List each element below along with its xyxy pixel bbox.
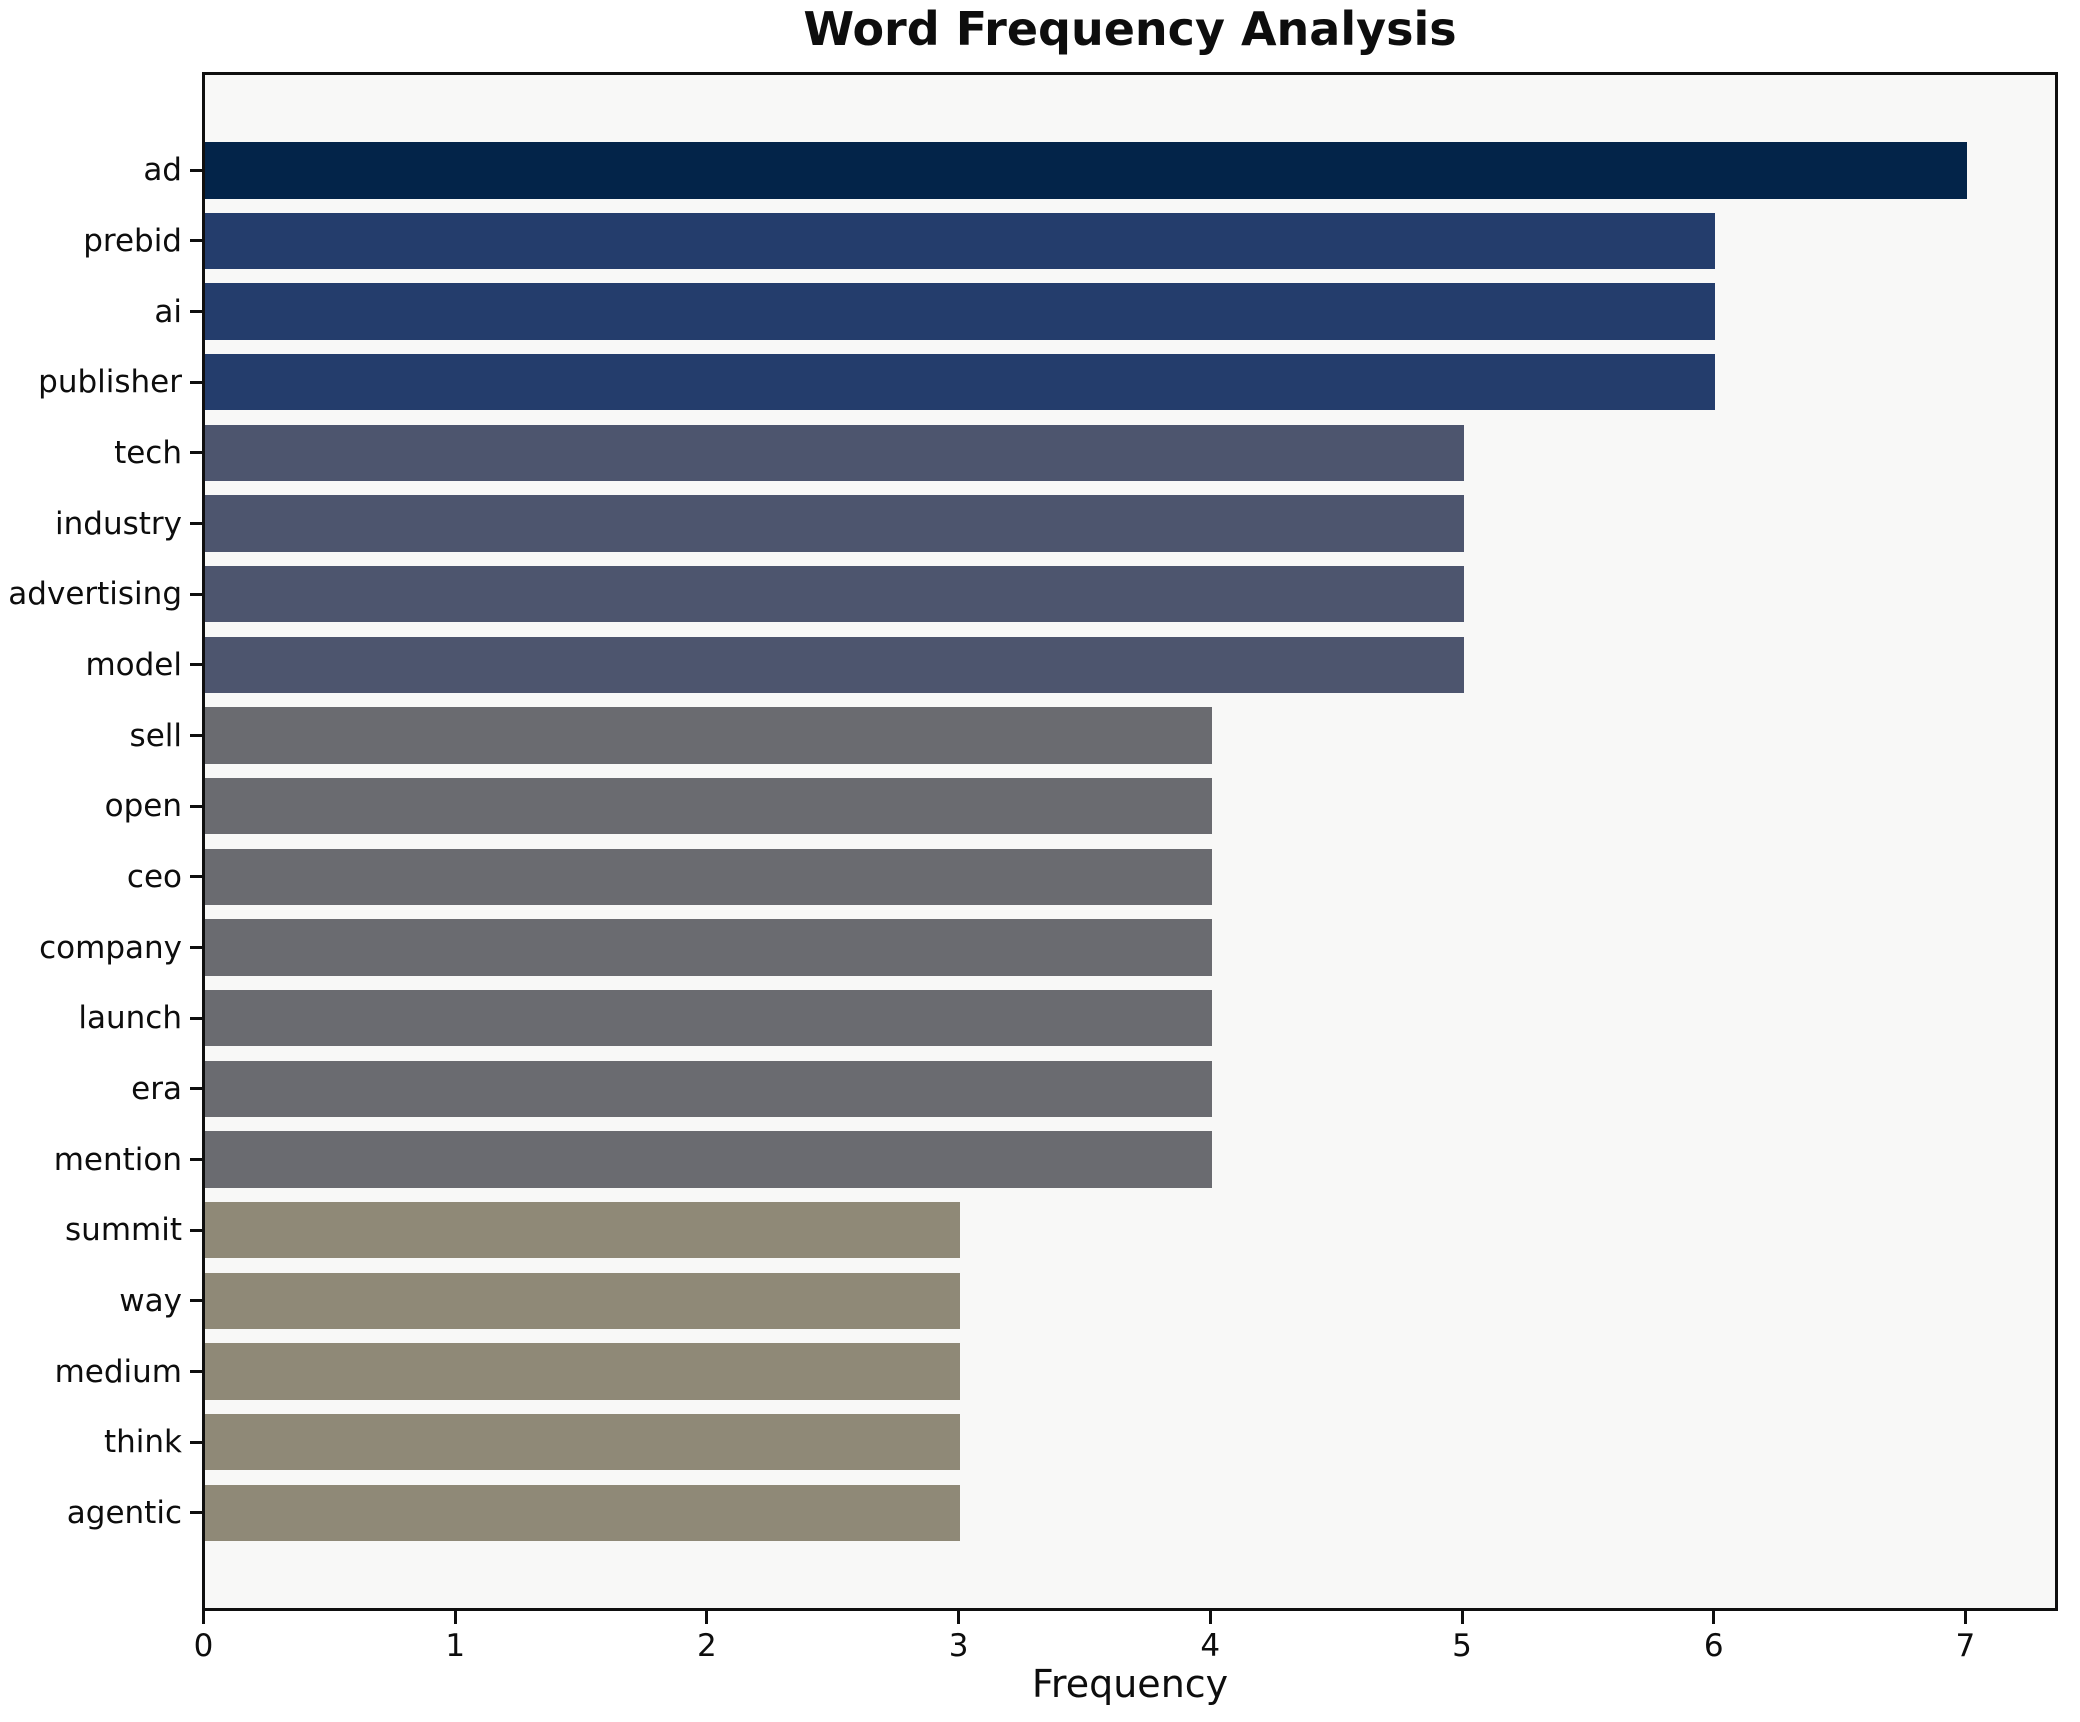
y-axis-label-model: model <box>85 646 182 683</box>
y-tick-mark <box>190 380 202 384</box>
y-tick-mark <box>190 1016 202 1020</box>
x-tick-label-6: 6 <box>1703 1628 1724 1664</box>
y-axis-label-agentic: agentic <box>66 1494 182 1531</box>
x-tick-mark <box>1712 1611 1716 1624</box>
y-axis-label-tech: tech <box>114 434 182 471</box>
x-tick-mark <box>1208 1611 1212 1624</box>
bar-agentic <box>205 1484 961 1541</box>
x-tick-mark <box>957 1611 961 1624</box>
y-axis-label-ceo: ceo <box>126 858 182 895</box>
bar-publisher <box>205 353 1716 411</box>
bar-company <box>205 919 1212 976</box>
bar-mention <box>205 1131 1212 1188</box>
y-tick-mark <box>190 522 202 525</box>
bar-industry <box>205 495 1464 552</box>
bar-summit <box>205 1201 961 1259</box>
bar-open <box>205 777 1212 835</box>
y-axis-label-industry: industry <box>55 505 182 542</box>
bar-sell <box>205 707 1212 764</box>
bar-ai <box>205 283 1716 340</box>
y-axis-label-ad: ad <box>143 152 182 189</box>
y-tick-mark <box>190 1370 202 1373</box>
y-axis-label-launch: launch <box>78 1000 182 1037</box>
x-tick-mark <box>453 1611 457 1624</box>
bar-prebid <box>205 212 1716 270</box>
x-tick-label-4: 4 <box>1200 1628 1221 1664</box>
bar-ad <box>205 142 1967 199</box>
y-axis-label-ai: ai <box>154 293 182 330</box>
x-tick-mark <box>1460 1611 1464 1624</box>
x-tick-mark <box>705 1611 709 1624</box>
x-tick-label-1: 1 <box>445 1628 466 1664</box>
y-tick-mark <box>190 946 202 949</box>
y-axis-label-open: open <box>104 788 182 825</box>
y-tick-mark <box>190 734 202 737</box>
y-axis-label-sell: sell <box>129 717 182 754</box>
x-tick-mark <box>202 1611 205 1624</box>
y-axis-label-company: company <box>39 929 182 966</box>
x-tick-label-2: 2 <box>697 1628 717 1664</box>
y-axis-label-think: think <box>103 1424 182 1461</box>
y-tick-mark <box>190 168 202 172</box>
y-axis-label-summit: summit <box>65 1212 182 1249</box>
y-axis-label-medium: medium <box>54 1353 182 1390</box>
y-tick-mark <box>190 592 202 596</box>
y-tick-mark <box>190 804 202 808</box>
x-axis-title: Frequency <box>1031 1662 1229 1706</box>
y-tick-mark <box>190 1228 202 1232</box>
y-tick-mark <box>190 1087 202 1091</box>
chart-title: Word Frequency Analysis <box>803 2 1457 56</box>
x-tick-mark <box>1963 1611 1967 1624</box>
y-tick-mark <box>190 1158 202 1161</box>
y-tick-mark <box>190 1299 202 1303</box>
bar-think <box>205 1413 961 1471</box>
y-tick-mark <box>190 1440 202 1444</box>
y-axis-label-way: way <box>119 1282 182 1319</box>
bar-launch <box>205 989 1212 1047</box>
y-tick-mark <box>190 451 202 455</box>
bar-medium <box>205 1343 961 1400</box>
y-axis-label-mention: mention <box>53 1141 182 1178</box>
bar-advertising <box>205 565 1464 623</box>
y-tick-mark <box>190 875 202 879</box>
y-tick-mark <box>190 1511 202 1515</box>
y-tick-mark <box>190 663 202 667</box>
bar-ceo <box>205 848 1212 906</box>
x-tick-label-5: 5 <box>1452 1628 1472 1664</box>
bar-tech <box>205 424 1464 482</box>
x-tick-label-3: 3 <box>948 1628 969 1664</box>
y-tick-mark <box>190 239 202 243</box>
y-axis-label-era: era <box>131 1070 182 1107</box>
y-axis-label-publisher: publisher <box>38 364 182 401</box>
bar-era <box>205 1060 1212 1117</box>
x-tick-label-7: 7 <box>1955 1628 1976 1664</box>
y-tick-mark <box>190 310 202 313</box>
y-axis-label-advertising: advertising <box>8 576 182 613</box>
x-tick-label-0: 0 <box>193 1628 214 1664</box>
bar-model <box>205 636 1464 694</box>
bar-way <box>205 1272 961 1329</box>
y-axis-label-prebid: prebid <box>83 222 182 259</box>
